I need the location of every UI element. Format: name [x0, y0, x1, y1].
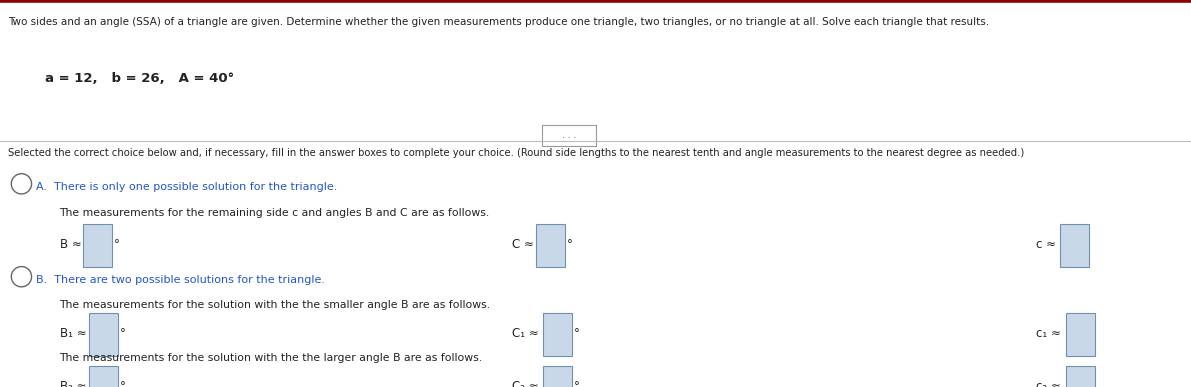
Text: The measurements for the remaining side c and angles B and C are as follows.: The measurements for the remaining side … — [60, 208, 490, 218]
Text: c₂ ≈: c₂ ≈ — [1036, 380, 1061, 387]
Text: A.  There is only one possible solution for the triangle.: A. There is only one possible solution f… — [36, 182, 337, 192]
Text: °: ° — [567, 238, 573, 251]
Text: C₁ ≈: C₁ ≈ — [512, 327, 538, 340]
Text: °: ° — [574, 380, 580, 387]
Text: The measurements for the solution with the the larger angle B are as follows.: The measurements for the solution with t… — [60, 353, 482, 363]
Text: B₁ ≈: B₁ ≈ — [60, 327, 86, 340]
Text: °: ° — [574, 327, 580, 340]
Text: B.  There are two possible solutions for the triangle.: B. There are two possible solutions for … — [36, 275, 325, 285]
Text: The measurements for the solution with the the smaller angle B are as follows.: The measurements for the solution with t… — [60, 300, 491, 310]
Text: Selected the correct choice below and, if necessary, fill in the answer boxes to: Selected the correct choice below and, i… — [8, 148, 1024, 158]
Text: C ≈: C ≈ — [512, 238, 534, 251]
Text: B₂ ≈: B₂ ≈ — [60, 380, 86, 387]
Text: a = 12,   b = 26,   A = 40°: a = 12, b = 26, A = 40° — [45, 72, 235, 85]
Text: °: ° — [120, 380, 126, 387]
Text: Two sides and an angle (SSA) of a triangle are given. Determine whether the give: Two sides and an angle (SSA) of a triang… — [8, 17, 990, 27]
Text: °: ° — [120, 327, 126, 340]
Text: . . .: . . . — [561, 131, 576, 140]
Text: B ≈: B ≈ — [60, 238, 81, 251]
Text: C₂ ≈: C₂ ≈ — [512, 380, 538, 387]
Text: c ≈: c ≈ — [1036, 238, 1056, 251]
Text: c₁ ≈: c₁ ≈ — [1036, 327, 1061, 340]
Text: °: ° — [114, 238, 120, 251]
